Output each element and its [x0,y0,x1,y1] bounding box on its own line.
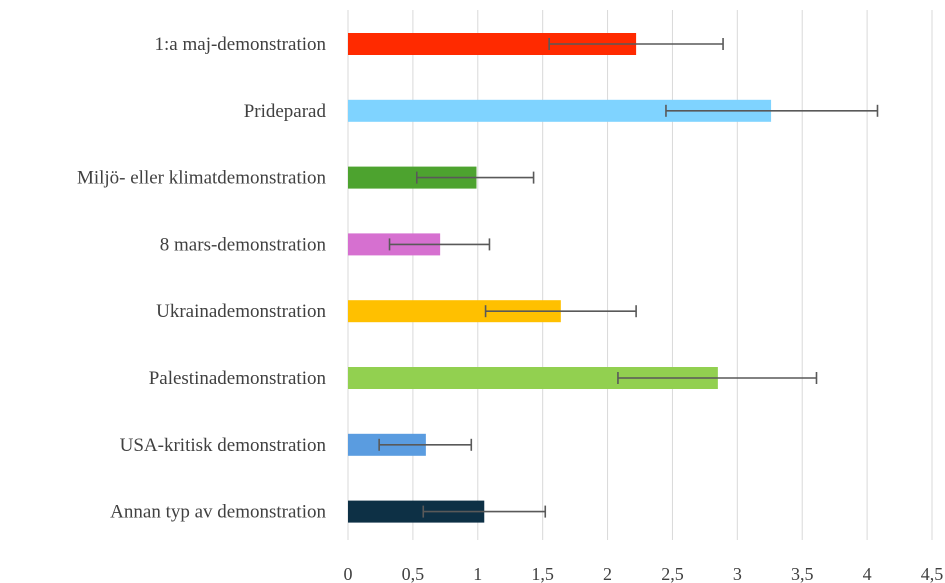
category-label: Palestinademonstration [149,368,327,389]
bar [348,166,477,189]
x-tick-label: 1 [473,564,482,583]
category-label: Miljö- eller klimatdemonstration [77,168,327,189]
x-tick-label: 2 [603,564,612,583]
error-bar [617,372,818,384]
error-bar [378,438,473,451]
x-tick-label: 3 [733,564,742,583]
error-bar [388,238,491,251]
x-tick-label: 4,5 [921,564,944,583]
gridlines [347,10,933,540]
bar [348,300,561,323]
category-label: Ukrainademonstration [156,301,326,322]
category-label: Prideparad [244,101,327,122]
bar [348,500,485,523]
error-bar [422,505,547,518]
error-bar [665,104,879,117]
category-labels: 1:a maj-demonstration Prideparad Miljö- el… [77,34,327,523]
x-tick-label: 0,5 [402,564,425,583]
x-tick-label: 0 [344,564,353,583]
x-axis-tick-labels: 0 0,5 1 1,5 2 2,5 3 3,5 4 4,5 [344,564,944,583]
category-label: 8 mars-demonstration [160,234,327,255]
x-tick-label: 2,5 [661,564,684,583]
error-bars [378,38,879,518]
bars [348,33,772,523]
error-bar [415,171,535,184]
error-bar [484,305,637,318]
bar [348,33,637,55]
bar [348,367,718,389]
category-label: USA-kritisk demonstration [120,435,327,456]
category-label: Annan typ av demonstration [110,502,326,523]
x-tick-label: 3,5 [791,564,814,583]
error-bar [548,38,724,50]
x-tick-label: 4 [863,564,872,583]
category-label: 1:a maj-demonstration [155,34,327,55]
x-tick-label: 1,5 [531,564,554,583]
